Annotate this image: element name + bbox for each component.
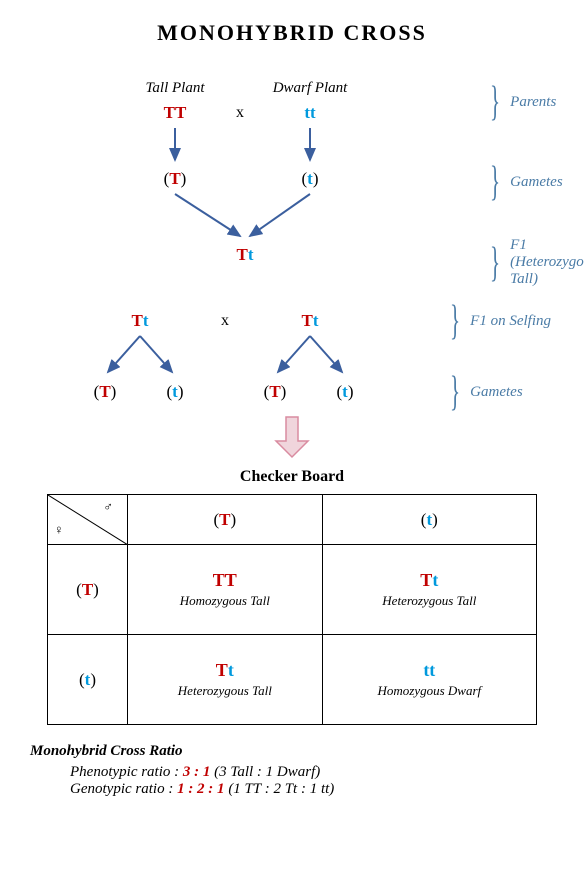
parent-right-geno: tt [304, 103, 315, 122]
self-right-rec: t [313, 311, 319, 330]
cell-12-desc: Heterozygous Tall [323, 593, 536, 609]
pcol1: T [219, 510, 230, 529]
g2-1: T [99, 382, 110, 401]
cell-12-dom: T [420, 570, 432, 590]
cell-21-dom: T [216, 660, 228, 680]
geno-expl: (1 TT : 2 Tt : 1 tt) [225, 781, 335, 797]
selfing-brace: F1 on Selfing [470, 313, 551, 330]
cell-21-desc: Heterozygous Tall [128, 683, 322, 699]
pheno-label: Phenotypic ratio : [70, 764, 183, 780]
f1-brace: F1 (Heterozygous Tall) [510, 237, 584, 288]
cell-21-rec: t [228, 660, 234, 680]
checker-board-title: Checker Board [30, 468, 554, 486]
g2-3: T [269, 382, 280, 401]
cell-12-rec: t [432, 570, 438, 590]
arrows-p-to-g [130, 126, 490, 166]
prow1: T [82, 580, 93, 599]
parent-right-label: Dwarf Plant [260, 80, 360, 97]
cross-symbol: x [220, 104, 260, 122]
geno-label: Genotypic ratio : [70, 781, 177, 797]
wide-arrow-icon [272, 415, 312, 460]
male-symbol: ♂ [103, 499, 113, 515]
self-right-dom: T [301, 311, 312, 330]
arrows-f1-to-g2 [90, 334, 450, 379]
self-left-dom: T [131, 311, 142, 330]
punnett-square: ♂ ♀ (T) (t) (T) TT Homozygous Tall Tt He… [47, 494, 537, 725]
gametes2-brace: Gametes [470, 384, 523, 401]
arrows-g-to-f1 [130, 192, 490, 242]
cell-11-desc: Homozygous Tall [128, 593, 322, 609]
gamete1-left: T [169, 169, 180, 188]
geno-val: 1 : 2 : 1 [177, 781, 225, 797]
pheno-val: 3 : 1 [183, 764, 211, 780]
cell-22-desc: Homozygous Dwarf [323, 683, 536, 699]
page-title: MONOHYBRID CROSS [30, 20, 554, 46]
cell-11-geno: TT [128, 570, 322, 591]
pheno-expl: (3 Tall : 1 Dwarf) [210, 764, 320, 780]
self-cross: x [190, 312, 260, 330]
parent-left-geno: TT [164, 103, 187, 122]
parent-left-label: Tall Plant [130, 80, 220, 97]
gametes1-brace: Gametes [510, 174, 563, 191]
cross-diagram: Tall Plant Dwarf Plant } Parents TT x tt… [30, 76, 554, 798]
female-symbol: ♀ [54, 522, 64, 538]
f1-rec: t [248, 245, 254, 264]
f1-dom: T [236, 245, 247, 264]
self-left-rec: t [143, 311, 149, 330]
ratio-title: Monohybrid Cross Ratio [30, 743, 554, 760]
cell-22-geno: tt [323, 660, 536, 681]
ratio-block: Monohybrid Cross Ratio Phenotypic ratio … [30, 743, 554, 798]
